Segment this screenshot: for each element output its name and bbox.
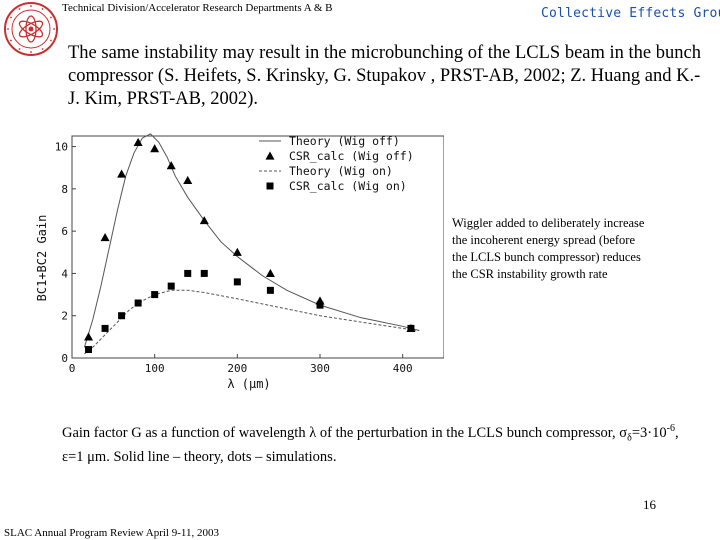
data-point-triangle [166, 161, 176, 170]
header-department: Technical Division/Accelerator Research … [62, 2, 333, 14]
caption-line1: Gain factor G as a function of wavelengt… [62, 424, 616, 441]
data-point-triangle [265, 268, 275, 278]
data-point-triangle [199, 216, 209, 225]
caption-eq1: =3·10 [631, 424, 667, 441]
legend-entry: Theory (Wig off) [289, 134, 400, 148]
legend-entry: CSR_calc (Wig off) [289, 149, 414, 163]
y-tick-label: 2 [61, 310, 68, 323]
data-point-triangle [232, 247, 242, 256]
legend-entry: CSR_calc (Wig on) [289, 179, 407, 193]
x-tick-label: 100 [145, 362, 165, 375]
data-point-triangle [183, 175, 193, 184]
data-point-triangle [117, 169, 127, 178]
caption-sigma: σ [619, 424, 628, 441]
data-point-square [316, 301, 324, 309]
x-tick-label: 300 [310, 362, 330, 375]
y-tick-label: 4 [61, 267, 68, 280]
data-point-square [266, 286, 274, 294]
data-point-square [118, 312, 126, 320]
data-point-square [167, 282, 175, 290]
data-point-square [184, 269, 192, 277]
data-point-square [151, 291, 159, 299]
caption-exponent: -6 [666, 423, 675, 434]
slac-logo-seal-icon [4, 2, 58, 56]
legend-entry: Theory (Wig on) [289, 164, 393, 178]
data-point-square [85, 346, 93, 354]
data-point-triangle [84, 332, 94, 341]
y-axis-label: BC1+BC2 Gain [35, 215, 49, 302]
caption-eq2: , ε=1 μm. Solid line – theory, dots – si… [62, 424, 679, 465]
y-tick-label: 0 [61, 352, 68, 365]
data-point-triangle [133, 137, 143, 146]
legend-swatch-marker [266, 182, 274, 190]
chart-legend: Theory (Wig off)CSR_calc (Wig off)Theory… [259, 134, 414, 193]
plot-frame [71, 135, 444, 359]
chart-axes: 0 100 200 300 400 0 2 4 6 8 10 [55, 135, 444, 375]
data-point-square [407, 324, 415, 332]
wiggler-note: Wiggler added to deliberately increase t… [452, 216, 645, 281]
data-point-triangle [100, 232, 110, 242]
caption-sigma-sub: δ [627, 432, 632, 444]
x-tick-label: 200 [227, 362, 247, 375]
data-point-square [134, 299, 142, 307]
data-point-square [101, 324, 109, 332]
intro-paragraph: The same instability may result in the m… [68, 43, 701, 109]
data-point-square [200, 269, 208, 277]
footer-text: SLAC Annual Program Review April 9-11, 2… [4, 527, 219, 539]
chart-series [83, 133, 420, 355]
series-line-2 [84, 289, 420, 355]
x-tick-label: 400 [393, 362, 413, 375]
data-point-square [233, 278, 241, 286]
x-axis-label: λ (μm) [227, 377, 270, 391]
y-tick-label: 8 [61, 183, 68, 196]
figure-caption: Gain factor G as a function of wavelengt… [62, 419, 702, 467]
y-tick-label: 10 [55, 141, 68, 154]
data-point-triangle [150, 144, 160, 153]
page-number: 16 [643, 497, 656, 512]
legend-swatch-marker [265, 151, 275, 160]
y-tick-label: 6 [61, 225, 68, 238]
x-tick-label: 0 [69, 362, 76, 375]
header-group: Collective Effects Group [541, 6, 720, 21]
